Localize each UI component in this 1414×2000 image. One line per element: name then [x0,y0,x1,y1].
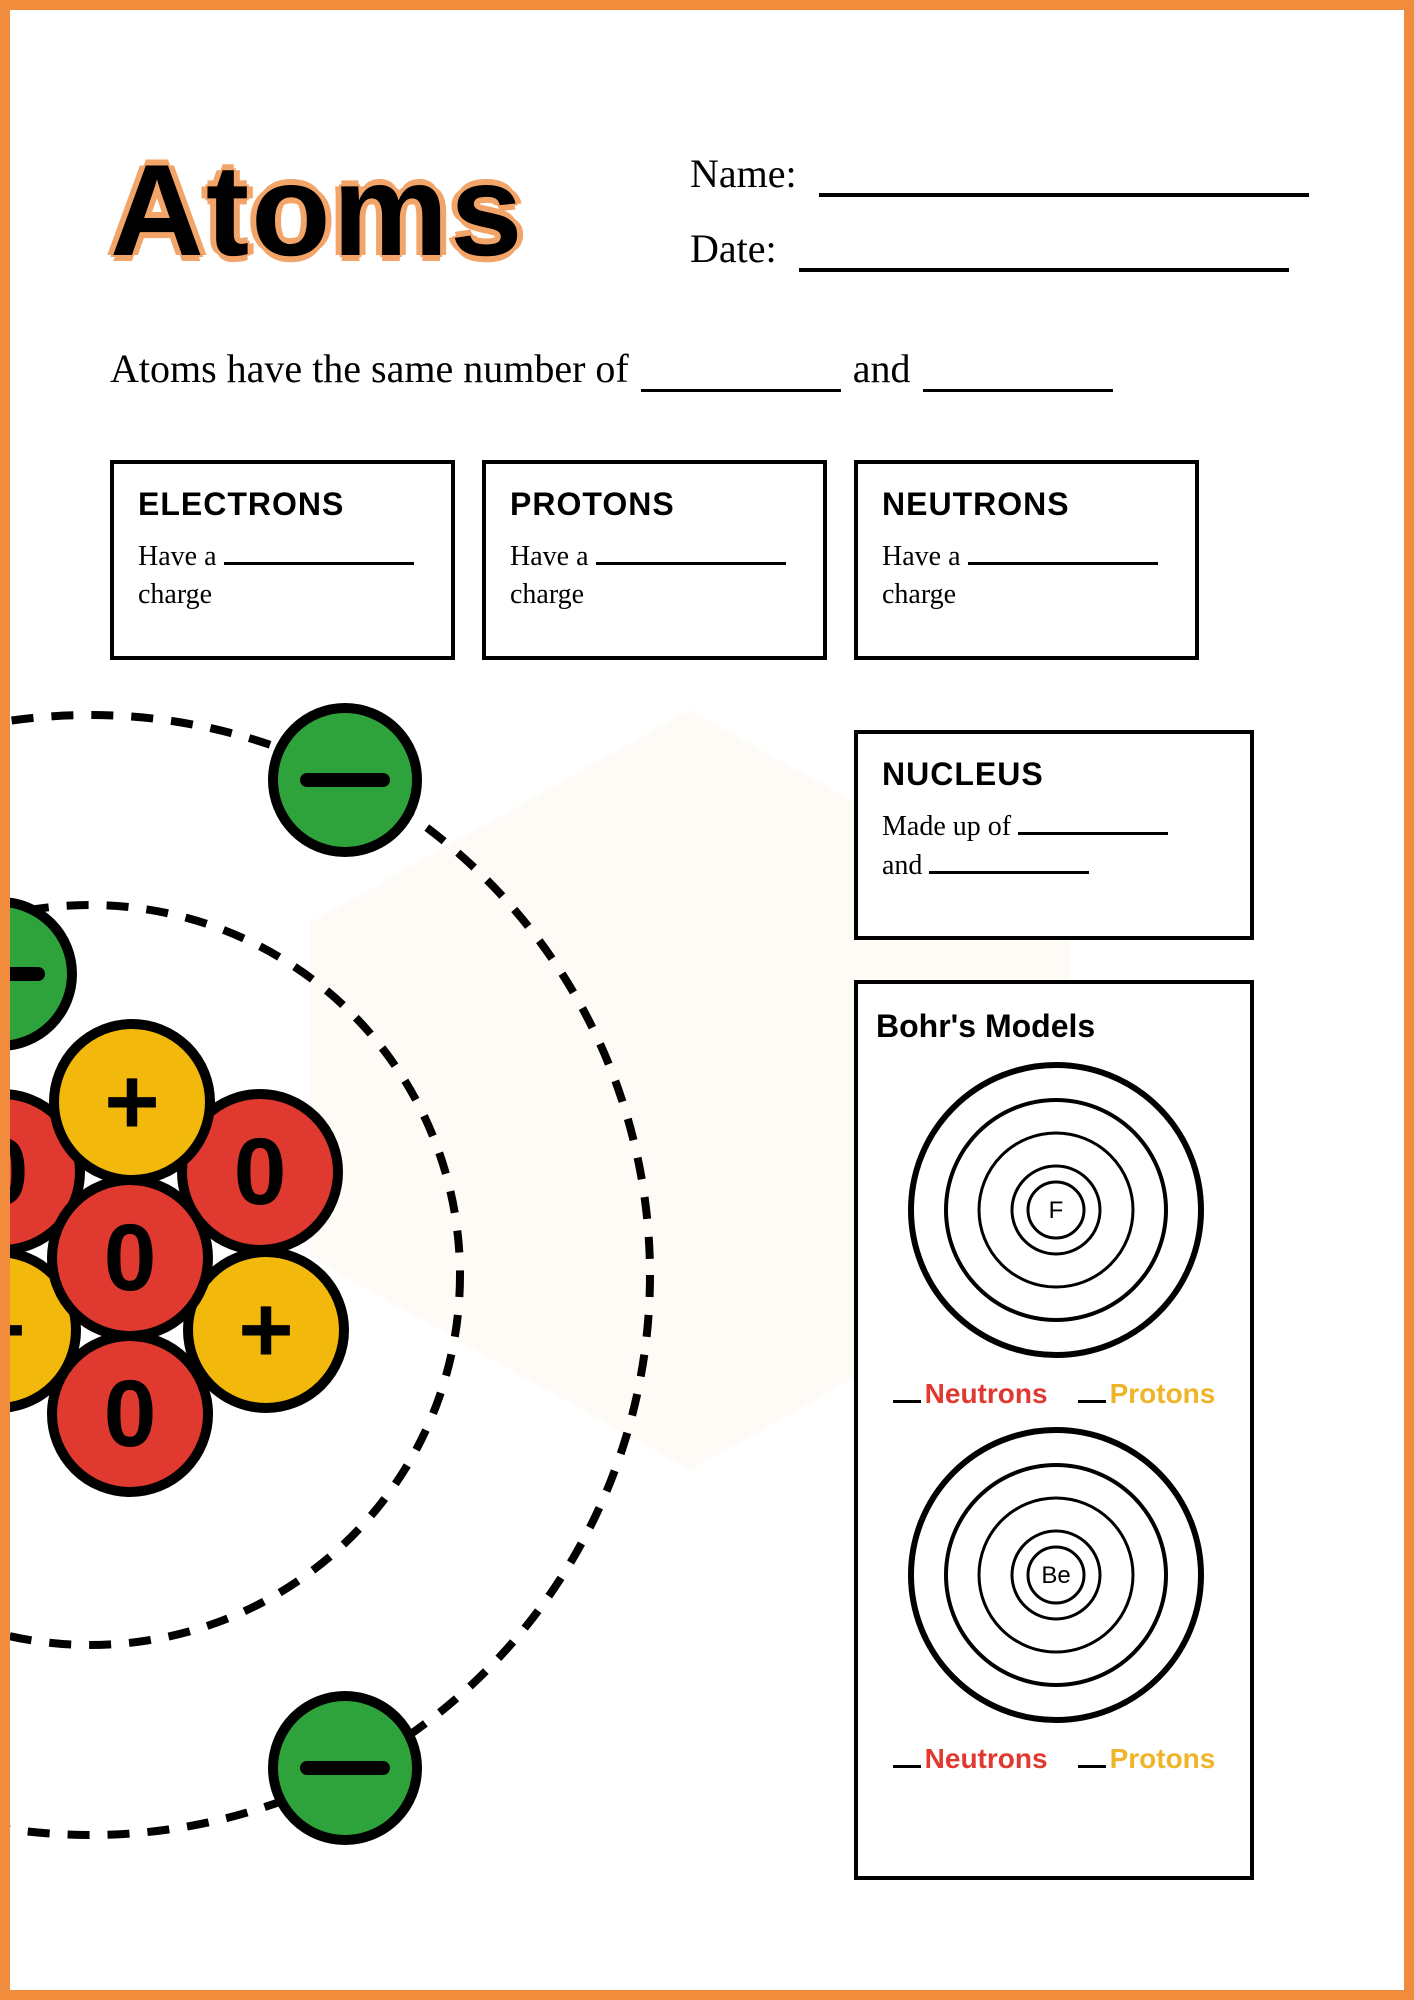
svg-text:0: 0 [234,1119,287,1225]
svg-text:+: + [104,1049,159,1155]
svg-text:0: 0 [10,1119,28,1225]
svg-text:+: + [238,1277,293,1383]
atom-diagram: 00+++00 [10,10,1414,2000]
svg-text:0: 0 [104,1361,157,1467]
svg-text:+: + [10,1277,26,1383]
svg-text:0: 0 [104,1205,157,1311]
